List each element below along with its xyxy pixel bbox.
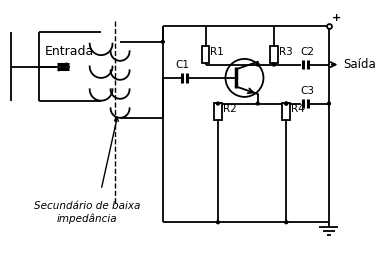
Bar	[202, 46, 209, 63]
Text: Entrada: Entrada	[45, 45, 94, 58]
Text: R1: R1	[210, 47, 224, 57]
Bar	[282, 103, 290, 120]
Circle shape	[328, 102, 330, 105]
Circle shape	[285, 102, 288, 105]
Circle shape	[272, 63, 276, 66]
Circle shape	[285, 221, 288, 224]
Text: C1: C1	[176, 60, 190, 70]
Circle shape	[217, 221, 219, 224]
Circle shape	[285, 102, 288, 105]
Text: C3: C3	[300, 86, 314, 96]
Text: +: +	[332, 13, 341, 23]
Text: Secundário de baixa
impedância: Secundário de baixa impedância	[34, 201, 140, 224]
Text: R3: R3	[279, 47, 292, 57]
Bar	[214, 103, 222, 120]
Circle shape	[256, 102, 259, 105]
Bar	[270, 46, 278, 63]
Text: Saída: Saída	[343, 58, 376, 71]
Text: C2: C2	[300, 47, 314, 57]
Circle shape	[162, 40, 164, 43]
Circle shape	[256, 63, 259, 66]
Text: R4: R4	[291, 104, 305, 114]
Circle shape	[217, 102, 219, 105]
Text: R2: R2	[223, 104, 236, 114]
